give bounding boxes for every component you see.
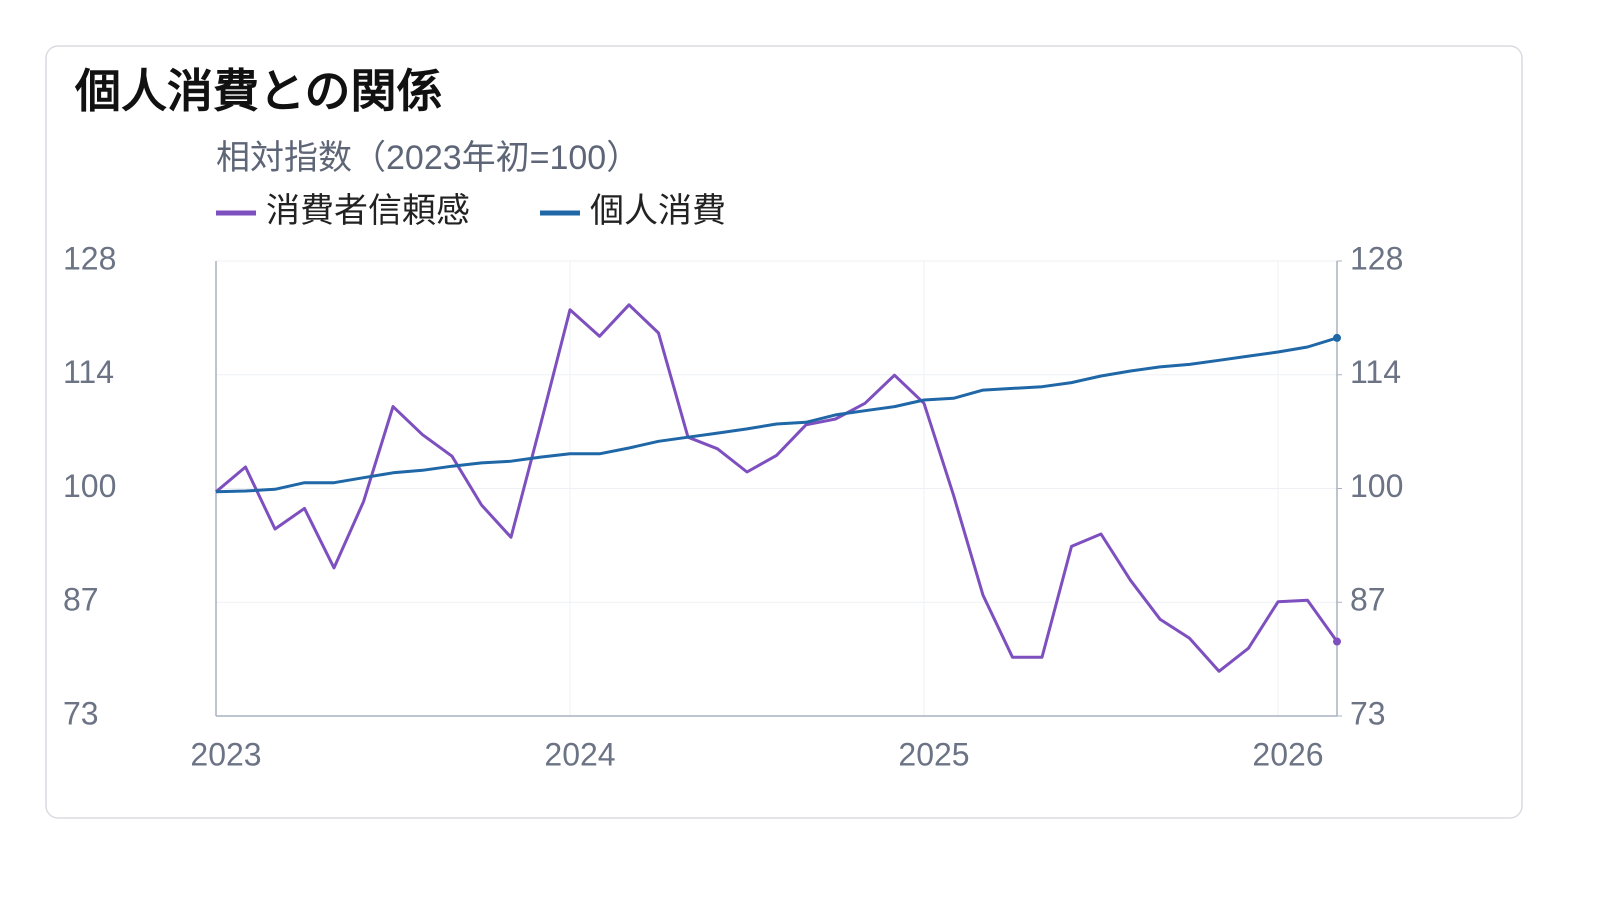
y-tick-label: 100 [63, 468, 116, 504]
end-dot [1333, 637, 1341, 646]
series-line [215, 336, 1338, 494]
y-tick-label: 114 [63, 354, 114, 390]
chart-title: 個人消費との関係 [74, 65, 443, 117]
x-tick-label: 2024 [544, 736, 615, 772]
y2-tick-label: 128 [1350, 240, 1403, 276]
y-tick-label: 128 [63, 240, 116, 276]
x-tick-label: 2026 [1252, 736, 1323, 772]
y-tick-label: 87 [63, 582, 99, 618]
y2-tick-label: 87 [1350, 582, 1386, 618]
series-line [215, 303, 1339, 673]
y2-tick-label: 114 [1350, 354, 1401, 390]
end-dot [1333, 333, 1341, 342]
legend-label: 消費者信頼感 [266, 192, 470, 230]
chart-subtitle: 相対指数（2023年初=100） [216, 139, 640, 177]
y-tick-label: 73 [63, 695, 99, 731]
x-tick-label: 2025 [898, 736, 969, 772]
y2-tick-label: 73 [1350, 695, 1386, 731]
legend-label: 個人消費 [590, 192, 726, 230]
y2-tick-label: 100 [1350, 468, 1403, 504]
x-tick-label: 2023 [190, 736, 261, 772]
card [45, 45, 1523, 819]
